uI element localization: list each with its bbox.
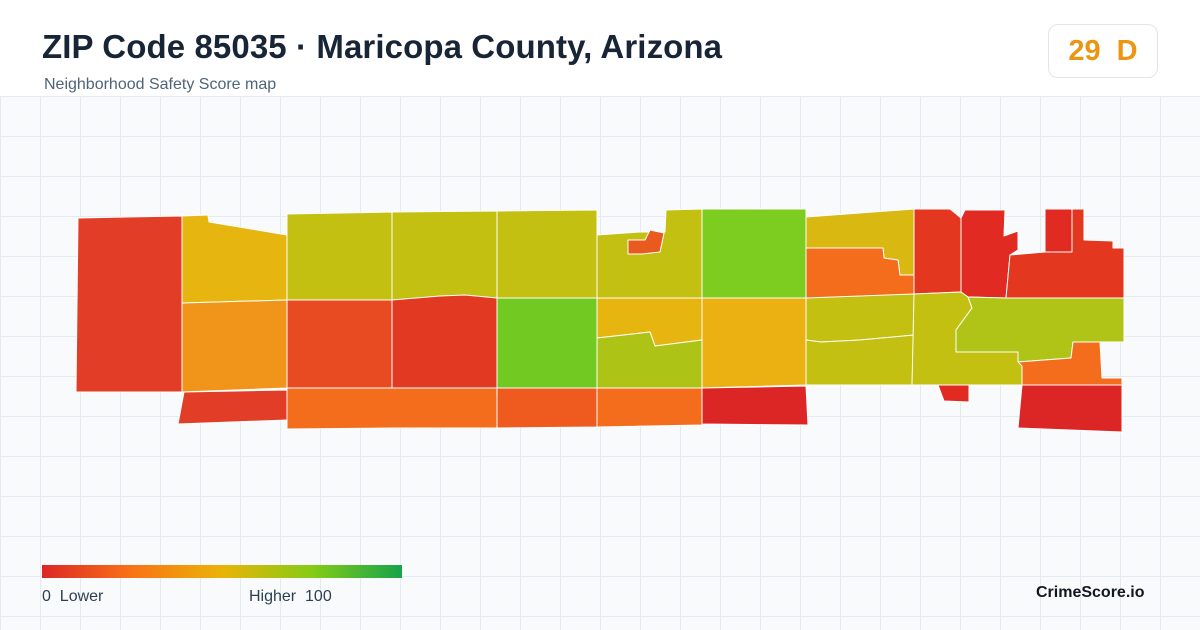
map-region-northeast-tract-3[interactable] xyxy=(1044,208,1073,253)
safety-score-grade: D xyxy=(1116,34,1138,67)
map-region-central-tract-1[interactable] xyxy=(181,299,288,393)
map-region-south-tract-5[interactable] xyxy=(701,385,809,426)
legend-low-label: 0 Lower xyxy=(42,588,104,605)
safety-score-value: 29 xyxy=(1068,34,1101,67)
map-region-small-tract[interactable] xyxy=(627,229,665,255)
brand-logo-text[interactable]: CrimeScore.io xyxy=(1036,584,1145,601)
map-region-central-tract-4[interactable] xyxy=(496,297,598,389)
map-region-north-tract-6[interactable] xyxy=(701,208,807,299)
map-region-north-tract-1[interactable] xyxy=(181,214,288,304)
page-subtitle: Neighborhood Safety Score map xyxy=(44,76,277,93)
map-region-central-tract-9[interactable] xyxy=(805,293,915,343)
map-region-north-tract-4[interactable] xyxy=(496,209,598,299)
map-region-west-tract[interactable] xyxy=(75,215,183,393)
safety-score-badge: 29 D xyxy=(1048,24,1158,78)
map-region-central-tract-2[interactable] xyxy=(286,299,393,389)
map-region-south-tract-4[interactable] xyxy=(596,387,703,428)
map-region-north-tract-3[interactable] xyxy=(391,210,498,301)
map-region-south-tract-3[interactable] xyxy=(496,387,598,429)
map-region-south-tract-6[interactable] xyxy=(937,384,970,403)
map-region-northeast-tract-4[interactable] xyxy=(1005,208,1125,299)
map-region-southeast-tract-2[interactable] xyxy=(1017,384,1123,433)
map-region-north-tract-2[interactable] xyxy=(286,211,393,301)
map-region-south-tract-2[interactable] xyxy=(286,387,498,430)
header-band xyxy=(0,0,1200,97)
map-region-northeast-tract-1[interactable] xyxy=(913,208,962,295)
legend-gradient-bar xyxy=(42,565,402,578)
page-title: ZIP Code 85035 · Maricopa County, Arizon… xyxy=(42,28,723,65)
map-region-south-tract-1[interactable] xyxy=(177,389,288,425)
map-region-central-tract-10[interactable] xyxy=(805,334,915,386)
legend-high-label: Higher 100 xyxy=(249,588,332,605)
map-region-central-tract-3[interactable] xyxy=(391,294,498,389)
map-region-central-tract-7[interactable] xyxy=(701,297,807,389)
